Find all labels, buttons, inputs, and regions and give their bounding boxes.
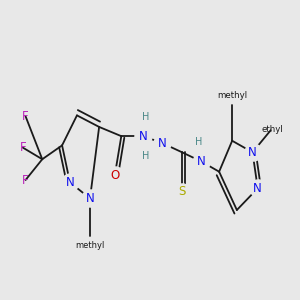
Text: N: N (158, 136, 167, 150)
Text: S: S (178, 185, 186, 198)
Text: N: N (85, 192, 94, 205)
Text: N: N (197, 155, 206, 168)
Text: O: O (110, 169, 119, 182)
Text: N: N (254, 182, 262, 195)
Text: N: N (248, 146, 257, 159)
Text: F: F (20, 141, 26, 154)
Text: methyl: methyl (217, 91, 247, 100)
Text: F: F (22, 110, 29, 123)
Text: N: N (139, 130, 148, 143)
Text: H: H (142, 112, 150, 122)
Text: H: H (195, 137, 202, 147)
Text: H: H (142, 151, 150, 160)
Text: F: F (22, 173, 29, 187)
Text: methyl: methyl (75, 241, 105, 250)
Text: ethyl: ethyl (262, 125, 284, 134)
Text: N: N (65, 176, 74, 189)
